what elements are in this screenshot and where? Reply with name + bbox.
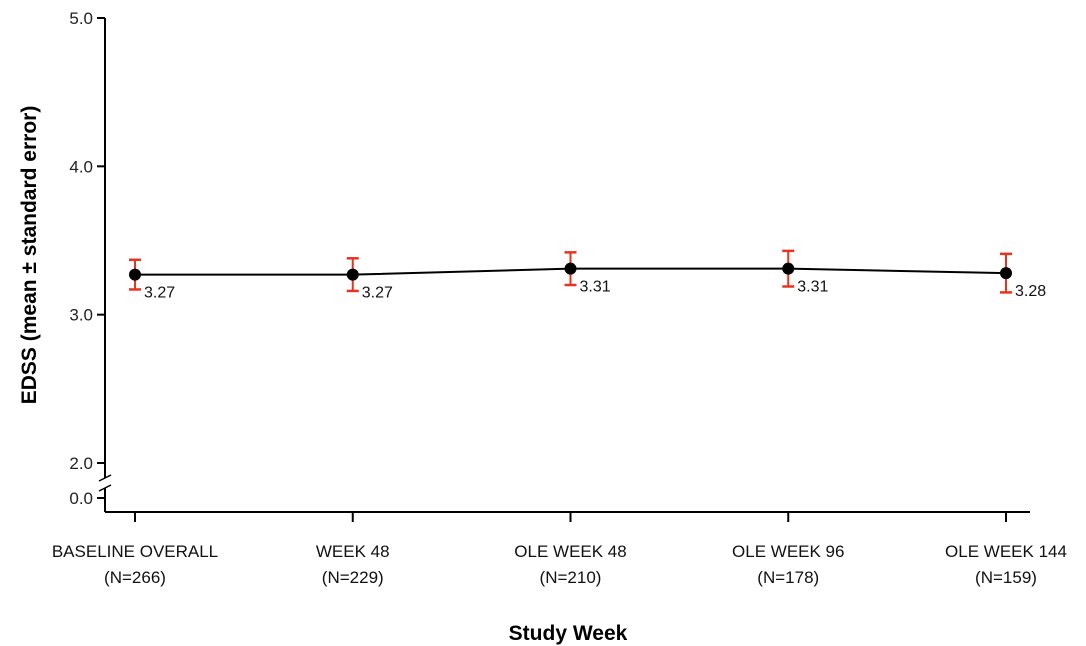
x-tick-label: OLE WEEK 48 [514, 542, 626, 561]
data-label: 3.27 [362, 285, 393, 302]
x-tick-n-label: (N=159) [975, 568, 1037, 587]
y-tick-label: 0.0 [69, 489, 93, 508]
x-axis-title: Study Week [509, 622, 628, 645]
y-axis-break-mark [98, 474, 112, 482]
x-tick-n-label: (N=229) [322, 568, 384, 587]
x-tick-n-label: (N=178) [757, 568, 819, 587]
data-label: 3.31 [580, 279, 611, 296]
x-tick-n-label: (N=266) [104, 568, 166, 587]
y-axis-title: EDSS (mean ± standard error) [18, 106, 41, 405]
data-point [346, 268, 359, 281]
data-point [564, 262, 577, 275]
data-label: 3.31 [797, 279, 828, 296]
x-tick-label: BASELINE OVERALL [52, 542, 218, 561]
data-point [1000, 267, 1012, 280]
data-point [129, 268, 141, 281]
x-tick-label: WEEK 48 [316, 542, 390, 561]
ticks: 0.0 2.0 3.0 4.0 5.0 BASELINE OVERALL (N=266) WE… [52, 9, 1067, 587]
y-tick-label: 5.0 [69, 9, 93, 28]
data-label: 3.27 [144, 285, 175, 302]
y-tick-label: 2.0 [69, 454, 93, 473]
data-label: 3.28 [1015, 283, 1046, 300]
data-point [782, 262, 795, 275]
x-tick-label: OLE WEEK 144 [945, 542, 1067, 561]
series: 3.27 3.27 3.31 3.31 3.28 [129, 249, 1046, 302]
y-axis-break-mark [98, 484, 112, 492]
x-tick-n-label: (N=210) [540, 568, 602, 587]
y-tick-label: 4.0 [69, 157, 93, 176]
x-tick-label: OLE WEEK 96 [732, 542, 844, 561]
axes [98, 18, 1030, 513]
y-tick-label: 3.0 [69, 306, 93, 325]
